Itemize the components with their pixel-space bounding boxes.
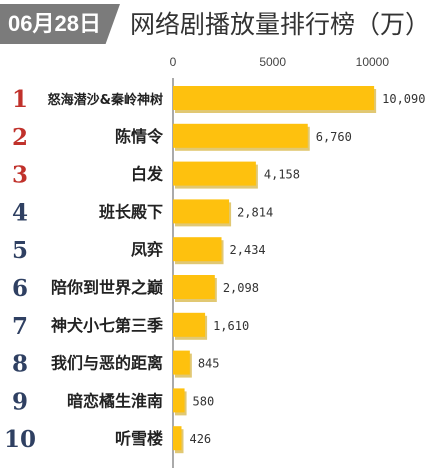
bar bbox=[173, 199, 230, 224]
value-label: 6,760 bbox=[316, 130, 352, 144]
value-label: 2,434 bbox=[230, 243, 266, 257]
bar bbox=[173, 350, 190, 375]
value-label: 1,610 bbox=[213, 319, 249, 333]
x-tick-label: 0 bbox=[170, 55, 177, 69]
bar bbox=[173, 161, 256, 186]
value-label: 2,098 bbox=[223, 281, 259, 295]
category-label: 我们与恶的距离 bbox=[51, 354, 163, 373]
x-tick-label: 5000 bbox=[259, 55, 286, 69]
rank-number: 2 bbox=[12, 124, 28, 151]
rank-number: 6 bbox=[12, 275, 28, 302]
chart-title: 网络剧播放量排行榜（万） bbox=[130, 10, 431, 39]
category-label: 陈情令 bbox=[115, 127, 164, 146]
value-label: 4,158 bbox=[264, 168, 300, 182]
x-tick-label: 10000 bbox=[356, 55, 390, 69]
category-label: 怒海潜沙&秦岭神树 bbox=[48, 92, 163, 108]
rank-number: 5 bbox=[12, 237, 28, 264]
bar bbox=[173, 312, 206, 337]
date-text: 06月28日 bbox=[8, 11, 101, 36]
rank-number: 10 bbox=[4, 426, 36, 453]
value-label: 2,814 bbox=[237, 205, 273, 219]
value-label: 10,090 bbox=[382, 92, 425, 106]
category-label: 班长殿下 bbox=[99, 202, 163, 221]
value-label: 580 bbox=[193, 394, 215, 408]
category-label: 白发 bbox=[131, 165, 164, 184]
category-label: 神犬小七第三季 bbox=[51, 316, 164, 335]
rank-number: 8 bbox=[12, 351, 28, 378]
category-label: 听雪楼 bbox=[115, 429, 163, 448]
bar bbox=[173, 388, 185, 413]
rank-number: 4 bbox=[12, 199, 28, 226]
category-label: 暗恋橘生淮南 bbox=[67, 391, 163, 410]
bar bbox=[173, 86, 375, 110]
bar bbox=[173, 426, 182, 451]
rank-number: 1 bbox=[12, 86, 28, 113]
rank-number: 9 bbox=[12, 388, 28, 415]
category-label: 陪你到世界之巅 bbox=[51, 278, 163, 297]
value-label: 845 bbox=[198, 357, 220, 371]
rank-number: 3 bbox=[12, 162, 28, 189]
bar bbox=[173, 123, 308, 148]
rank-number: 7 bbox=[12, 313, 28, 340]
category-label: 凤弈 bbox=[131, 240, 163, 259]
bar bbox=[173, 237, 222, 262]
date-badge: 06月28日 bbox=[0, 4, 120, 44]
value-label: 426 bbox=[189, 432, 211, 446]
bar bbox=[173, 275, 215, 299]
